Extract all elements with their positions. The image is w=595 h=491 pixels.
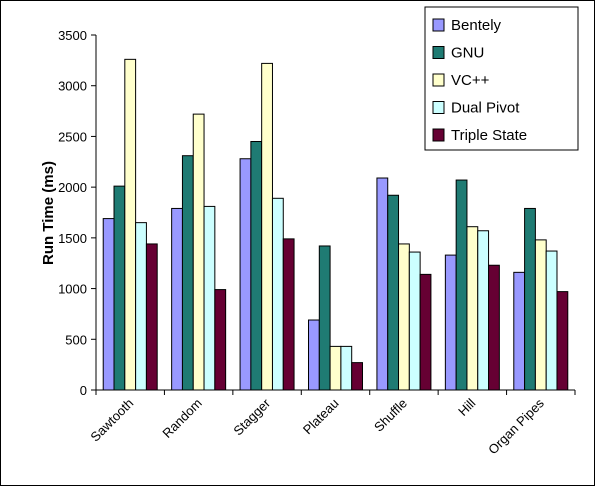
- bar: [513, 271, 526, 391]
- bar: [192, 113, 205, 391]
- y-tick-label: 0: [80, 383, 87, 398]
- bar: [282, 238, 295, 391]
- bar: [477, 230, 490, 391]
- bar: [455, 179, 468, 391]
- bar: [387, 194, 400, 391]
- bar: [340, 345, 353, 391]
- bar: [545, 250, 558, 391]
- bar: [329, 345, 342, 391]
- y-axis-title: Run Time (ms): [40, 161, 57, 265]
- y-axis-title-group: Run Time (ms): [40, 161, 57, 265]
- bar: [135, 222, 147, 391]
- bar: [250, 141, 263, 391]
- y-tick-label: 2000: [58, 180, 87, 195]
- bar: [556, 291, 569, 391]
- bar: [102, 218, 115, 391]
- bar: [351, 362, 364, 391]
- legend: Bentely GNU VC++ Dual Pivot Triple State: [424, 6, 579, 151]
- bar: [239, 158, 252, 391]
- bar: [171, 207, 183, 391]
- legend-swatch: [432, 128, 445, 142]
- bar: [308, 319, 320, 391]
- legend-label: Triple State: [451, 127, 527, 144]
- bar: [145, 243, 158, 391]
- bar: [113, 185, 126, 391]
- bar: [261, 62, 273, 391]
- bar: [271, 197, 284, 391]
- bar: [376, 177, 389, 391]
- y-tick-label: 1500: [58, 231, 87, 246]
- legend-swatch: [432, 46, 445, 59]
- legend-swatch: [432, 101, 445, 114]
- bar: [534, 239, 547, 391]
- bar: [181, 155, 194, 391]
- legend-label: Bentely: [451, 17, 502, 34]
- y-axis: 0 500 1000 1500 2000 2500 3000 3500: [58, 28, 97, 398]
- y-tick-label: 3000: [58, 79, 87, 94]
- bar: [203, 205, 216, 391]
- y-tick-label: 1000: [58, 282, 87, 297]
- bars: [102, 58, 569, 391]
- legend-label: Dual Pivot: [451, 100, 520, 117]
- bar: [408, 251, 421, 391]
- bar: [524, 207, 536, 391]
- bar: [488, 264, 500, 391]
- y-tick-label: 2500: [58, 129, 87, 144]
- legend-swatch: [432, 18, 445, 32]
- bar: [124, 58, 137, 391]
- legend-label: VC++: [451, 72, 490, 89]
- bar: [444, 254, 457, 391]
- bar: [419, 273, 432, 391]
- bar: [318, 245, 331, 391]
- bar: [398, 243, 410, 391]
- y-tick-label: 500: [65, 332, 87, 347]
- bar: [466, 226, 479, 391]
- y-tick-label: 3500: [58, 28, 87, 43]
- bar: [214, 289, 227, 391]
- legend-label: GNU: [451, 45, 484, 62]
- legend-box: [424, 6, 579, 151]
- legend-swatch: [432, 73, 445, 87]
